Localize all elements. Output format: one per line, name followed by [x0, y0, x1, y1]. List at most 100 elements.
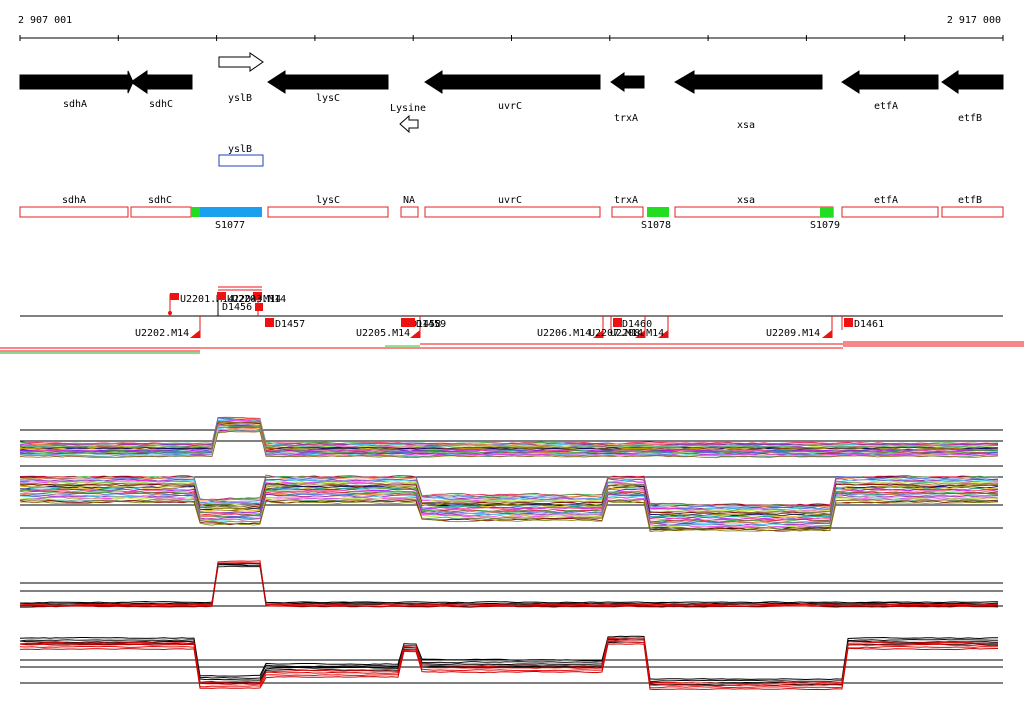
gene-label-xsa: xsa [737, 120, 755, 131]
expression-profile-line [19, 419, 999, 447]
marker-label-U2207: U2207.M14 [589, 328, 643, 339]
segment-label-etfB: etfB [958, 195, 982, 206]
marker-D1456[interactable]: D1456 [217, 300, 263, 316]
marker-label-D1457: D1457 [275, 319, 305, 330]
expression-profile-line [20, 562, 999, 607]
start-coordinate: 2 907 001 [18, 15, 72, 26]
expression-profile-line [19, 639, 999, 687]
s-region-green-1079[interactable] [820, 207, 833, 217]
expression-profile-line [19, 635, 998, 681]
marker-U2202[interactable]: U2202.M14 [135, 316, 201, 339]
secondary-label-yslB: yslB [228, 144, 252, 155]
segment-trxA[interactable] [611, 206, 644, 218]
gene-track: sdhA sdhC yslB lysC Lysine uvrC trxA xsa… [19, 52, 1004, 134]
gene-arrow-yslB[interactable] [218, 52, 264, 72]
s-region-label-S1077: S1077 [215, 220, 245, 231]
expression-profile-line [19, 564, 999, 605]
ruler-ticks [19, 35, 1004, 41]
segment-label-etfA: etfA [874, 195, 898, 206]
expression-profile-line [19, 431, 999, 459]
marker-U2207[interactable]: U2207.M14 [589, 316, 646, 339]
expression-profile-line [19, 638, 999, 684]
marker-label-U2202: U2202.M14 [135, 328, 189, 339]
segment-lysC[interactable] [267, 206, 389, 218]
gene-arrow-etfA[interactable] [841, 70, 939, 94]
gene-arrow-lysC[interactable] [267, 70, 389, 94]
s-region-green-1078[interactable] [647, 207, 669, 217]
expression-profile-line [19, 416, 999, 445]
expression-profile-line [19, 640, 999, 689]
secondary-annotation: yslB [218, 144, 264, 167]
s-region-green-1077[interactable] [191, 207, 200, 217]
gene-arrow-sdhC[interactable] [130, 70, 193, 94]
gene-label-etfA: etfA [874, 101, 898, 112]
marker-label-D1458: D1458 [411, 319, 441, 330]
marker-U2201[interactable]: U2201.M14 [168, 293, 234, 316]
gene-arrow-sdhA[interactable] [19, 70, 134, 94]
gene-label-etfB: etfB [958, 113, 982, 124]
marker-U2206[interactable]: U2206.M14 [537, 316, 604, 339]
marker-track: U2201.M14 U2204.M14 U2203.M14 D1456 U220… [0, 286, 1024, 354]
marker-label-D1456: D1456 [222, 302, 252, 313]
gene-arrow-uvrC[interactable] [424, 70, 601, 94]
marker-label-U2205: U2205.M14 [356, 328, 410, 339]
secondary-box-yslB[interactable] [218, 154, 264, 167]
marker-label-U2206: U2206.M14 [537, 328, 591, 339]
expression-profile-line [19, 563, 998, 604]
gene-label-sdhC: sdhC [149, 99, 173, 110]
marker-U2209[interactable]: U2209.M14 [766, 316, 833, 339]
panel-1-frame [20, 429, 1003, 467]
s-region-label-S1079: S1079 [810, 220, 840, 231]
segment-etfB[interactable] [941, 206, 1004, 218]
segment-label-lysC: lysC [316, 195, 340, 206]
segment-etfA[interactable] [841, 206, 939, 218]
gene-label-Lysine: Lysine [390, 103, 426, 114]
expression-profile-line [19, 480, 999, 512]
marker-label-D1459: D1459 [416, 319, 446, 330]
gene-arrow-trxA[interactable] [610, 72, 645, 92]
marker-label-U2203: U2203.M14 [232, 294, 286, 305]
marker-label-U2209: U2209.M14 [766, 328, 820, 339]
segment-NA[interactable] [400, 206, 419, 218]
gene-arrow-etfB[interactable] [941, 70, 1004, 94]
marker-U2203[interactable]: U2203.M14 [232, 292, 286, 305]
segment-label-sdhA: sdhA [62, 195, 86, 206]
end-coordinate: 2 917 000 [947, 15, 1001, 26]
gene-label-lysC: lysC [316, 93, 340, 104]
expression-profile-line [19, 500, 999, 533]
expression-profile-line [19, 637, 999, 685]
marker-D1461[interactable]: D1461 [841, 316, 884, 330]
s-region-blue-1077[interactable] [200, 207, 262, 217]
expression-panels [19, 416, 1003, 691]
marker-label-D1461: D1461 [854, 319, 884, 330]
gene-arrow-xsa[interactable] [674, 70, 823, 94]
marker-label-D1460: D1460 [622, 319, 652, 330]
segment-xsa[interactable] [674, 206, 834, 218]
gene-label-sdhA: sdhA [63, 99, 87, 110]
gene-label-uvrC: uvrC [498, 101, 522, 112]
segment-track: sdhA sdhC lysC NA uvrC trxA xsa etfA etf… [19, 195, 1004, 231]
expression-profile-line [19, 423, 999, 451]
s-region-label-S1078: S1078 [641, 220, 671, 231]
marker-D1459[interactable]: D1459 [407, 318, 446, 330]
segment-sdhC[interactable] [130, 206, 192, 218]
segment-label-xsa: xsa [737, 195, 755, 206]
marker-D1457[interactable]: D1457 [265, 318, 305, 330]
expression-profile-line [19, 643, 999, 691]
gene-arrow-Lysine[interactable] [399, 114, 419, 134]
marker-U2205[interactable]: U2205.M14 [356, 316, 421, 339]
marker-D1460[interactable]: D1460 [610, 316, 652, 330]
segment-label-trxA: trxA [614, 195, 638, 206]
expression-profile-line [19, 560, 999, 606]
expression-profile-line [19, 418, 999, 446]
marker-U2208[interactable]: U2208.M14 [610, 316, 669, 339]
marker-label-U2201: U2201.M14 [180, 294, 234, 305]
coordinate-ruler: 2 907 001 2 917 000 [18, 15, 1004, 41]
marker-D1458[interactable]: D1458 [401, 318, 441, 330]
gene-label-trxA: trxA [614, 113, 638, 124]
segment-uvrC[interactable] [424, 206, 601, 218]
segment-sdhA[interactable] [19, 206, 129, 218]
segment-label-sdhC: sdhC [148, 195, 172, 206]
marker-label-U2208: U2208.M14 [610, 328, 664, 339]
